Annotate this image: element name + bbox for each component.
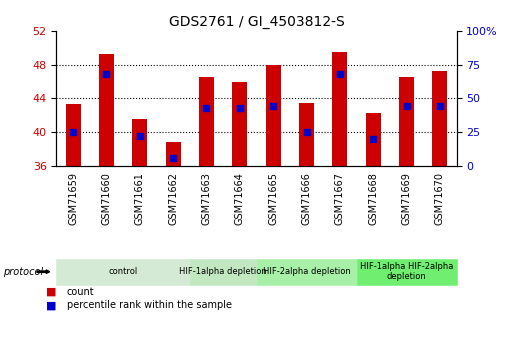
Point [436, 104, 444, 109]
Text: ■: ■ [46, 300, 56, 310]
Text: HIF-1alpha depletion: HIF-1alpha depletion [179, 267, 267, 276]
Text: ■: ■ [46, 287, 56, 296]
Text: protocol: protocol [3, 267, 43, 277]
Point [69, 129, 77, 135]
Point [135, 133, 144, 139]
Text: percentile rank within the sample: percentile rank within the sample [67, 300, 232, 310]
Point [402, 104, 410, 109]
Bar [99, 54, 114, 166]
Title: GDS2761 / GI_4503812-S: GDS2761 / GI_4503812-S [169, 14, 344, 29]
Point [269, 104, 277, 109]
Text: count: count [67, 287, 94, 296]
Point [369, 136, 377, 141]
Bar [432, 71, 447, 166]
Bar [366, 112, 381, 166]
Bar [232, 82, 247, 166]
Bar [299, 102, 314, 166]
Point [302, 129, 310, 135]
Text: HIF-2alpha depletion: HIF-2alpha depletion [263, 267, 350, 276]
Bar [399, 77, 414, 166]
Point [169, 155, 177, 160]
Text: HIF-1alpha HIF-2alpha
depletion: HIF-1alpha HIF-2alpha depletion [360, 262, 453, 282]
Point [102, 71, 110, 77]
Bar [132, 119, 147, 166]
Bar [199, 77, 214, 166]
Point [336, 71, 344, 77]
Bar [66, 104, 81, 166]
Bar [332, 52, 347, 166]
Bar [266, 65, 281, 166]
Point [202, 105, 210, 110]
Point [235, 105, 244, 110]
Text: control: control [108, 267, 138, 276]
Bar [166, 142, 181, 166]
